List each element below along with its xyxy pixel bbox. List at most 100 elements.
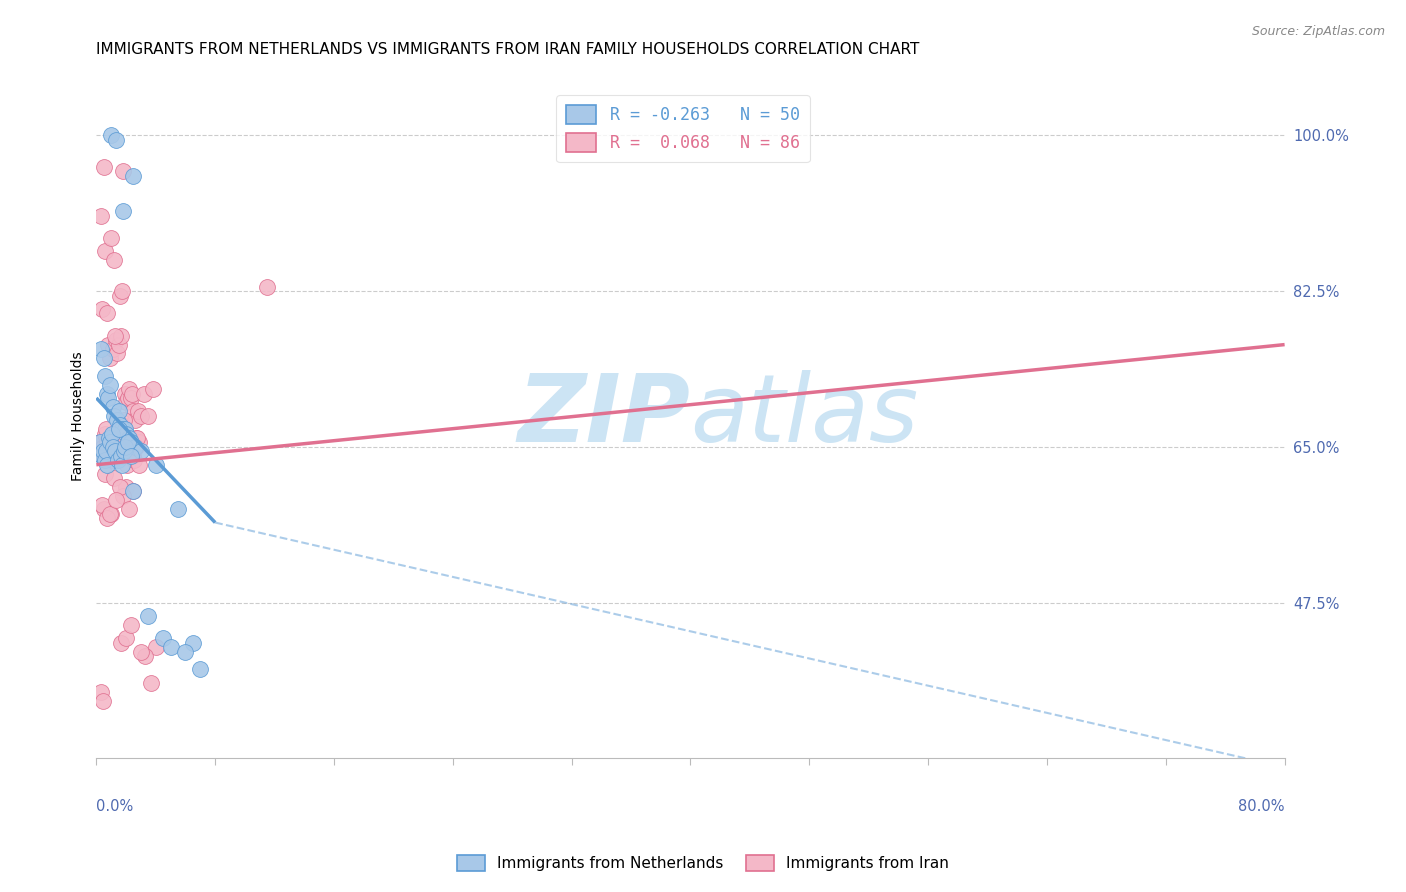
Point (103, 453, 125, 467)
Point (93, 351, 115, 365)
Point (96, 386, 118, 401)
Point (125, 431, 148, 445)
Point (90, 684, 112, 698)
Point (127, 431, 149, 445)
Legend: R = -0.263   N = 50, R =  0.068   N = 86: R = -0.263 N = 50, R = 0.068 N = 86 (557, 95, 810, 162)
Point (138, 609, 160, 624)
Point (115, 632, 138, 646)
Point (90, 449, 112, 463)
Point (107, 435, 129, 450)
Point (167, 502, 190, 516)
Point (112, 435, 135, 450)
Point (97, 391, 120, 405)
Point (122, 169, 145, 183)
Point (122, 484, 145, 499)
Point (120, 435, 142, 450)
Point (112, 422, 135, 436)
Point (93, 453, 115, 467)
Point (91, 693, 114, 707)
Point (114, 426, 136, 441)
Point (103, 440, 125, 454)
Point (124, 413, 146, 427)
Point (98, 440, 121, 454)
Point (93, 502, 115, 516)
Point (98, 431, 121, 445)
Point (128, 435, 150, 450)
Point (93, 426, 115, 441)
Point (103, 253, 125, 268)
Point (118, 382, 141, 396)
Point (174, 644, 197, 658)
Point (125, 440, 148, 454)
Point (188, 662, 211, 676)
Point (105, 413, 128, 427)
Point (107, 337, 129, 351)
Point (117, 444, 139, 458)
Point (94, 467, 117, 481)
Point (105, 346, 128, 360)
Point (103, 409, 125, 423)
Point (121, 449, 143, 463)
Point (132, 386, 155, 401)
Text: ZIP: ZIP (517, 370, 690, 462)
Point (152, 632, 174, 646)
Legend: Immigrants from Netherlands, Immigrants from Iran: Immigrants from Netherlands, Immigrants … (451, 849, 955, 877)
Point (103, 471, 125, 485)
Point (118, 440, 141, 454)
Point (93, 160, 115, 174)
Point (129, 444, 152, 458)
Point (91, 440, 114, 454)
Point (108, 417, 131, 432)
Point (112, 204, 135, 219)
Point (110, 284, 132, 298)
Point (114, 440, 136, 454)
Point (104, 333, 127, 347)
Point (141, 675, 163, 690)
Point (105, 444, 128, 458)
Point (111, 458, 134, 472)
Point (101, 440, 124, 454)
Point (97, 337, 120, 351)
Point (142, 382, 165, 396)
Point (90, 342, 112, 356)
Point (90, 449, 112, 463)
Point (91, 498, 114, 512)
Point (108, 440, 131, 454)
Point (145, 640, 167, 654)
Point (120, 391, 142, 405)
Point (118, 502, 141, 516)
Point (101, 426, 124, 441)
Point (104, 133, 127, 147)
Point (89, 435, 111, 450)
Text: Source: ZipAtlas.com: Source: ZipAtlas.com (1251, 25, 1385, 38)
Point (124, 440, 146, 454)
Point (96, 306, 118, 320)
Point (129, 409, 152, 423)
Point (104, 493, 127, 508)
Point (101, 342, 124, 356)
Text: 0.0%: 0.0% (97, 799, 134, 814)
Point (107, 404, 129, 418)
Point (96, 458, 118, 472)
Point (122, 404, 145, 418)
Point (128, 458, 150, 472)
Point (110, 422, 132, 436)
Point (100, 444, 122, 458)
Point (91, 301, 114, 316)
Point (121, 386, 143, 401)
Point (159, 640, 181, 654)
Point (117, 435, 139, 450)
Point (112, 164, 135, 178)
Point (91, 444, 114, 458)
Point (104, 444, 127, 458)
Point (115, 480, 138, 494)
Point (121, 484, 143, 499)
Point (98, 351, 121, 365)
Point (90, 209, 112, 223)
Point (112, 440, 135, 454)
Point (110, 328, 132, 343)
Point (138, 409, 160, 423)
Point (104, 435, 127, 450)
Point (115, 395, 138, 409)
Point (127, 404, 149, 418)
